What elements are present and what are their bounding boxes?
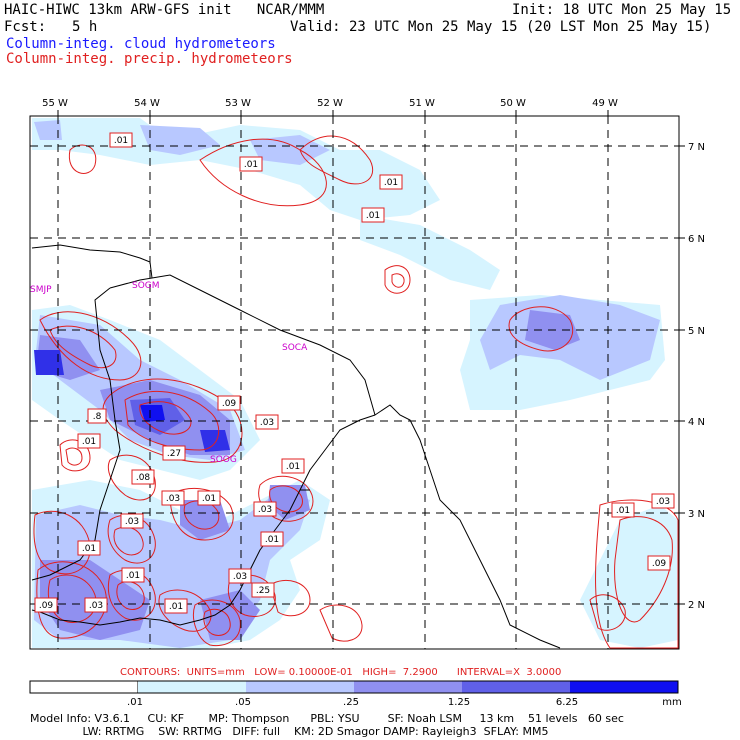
lon-label: 52 W — [317, 98, 343, 109]
lat-label: 3 N — [688, 509, 705, 520]
colorbar-tick: 1.25 — [448, 697, 470, 708]
lat-label: 7 N — [688, 142, 705, 153]
contour-info: CONTOURS: UNITS=mm LOW= 0.10000E-01 HIGH… — [120, 667, 562, 678]
contour-labels: .01 .01 .01 .01 .01 .09 .03 .8 .01 .27 .… — [34, 132, 675, 614]
fcst-value: 5 h — [72, 19, 98, 35]
lon-label: 54 W — [134, 98, 160, 109]
colorbar-segment — [29, 680, 139, 694]
lon-label: 55 W — [42, 98, 68, 109]
contour-label: .03 — [233, 572, 247, 582]
colorbar — [29, 680, 679, 694]
contour-label: .01 — [366, 211, 380, 221]
lat-label: 2 N — [688, 600, 705, 611]
contour-label: .01 — [286, 462, 300, 472]
colorbar-segment — [246, 681, 354, 693]
contour-label: .8 — [93, 412, 102, 422]
colorbar-tick: .25 — [343, 697, 359, 708]
field-cloud-label: Column-integ. cloud hydrometeors — [6, 36, 276, 52]
init-time: Init: 18 UTC Mon 25 May 15 — [512, 2, 732, 18]
contour-label: .09 — [39, 601, 54, 611]
axis-ticks — [57, 110, 685, 605]
field-precip-label: Column-integ. precip. hydrometeors — [6, 51, 293, 67]
station-label: SOCA — [282, 343, 308, 353]
contour-label: .01 — [114, 136, 128, 146]
lat-label: 5 N — [688, 326, 705, 337]
contour-label: .09 — [652, 559, 667, 569]
contour-label: .01 — [202, 494, 216, 504]
valid-time: Valid: 23 UTC Mon 25 May 15 (20 LST Mon … — [290, 19, 712, 35]
colorbar-segment — [570, 681, 678, 693]
fcst-label: Fcst: — [4, 19, 47, 35]
contour-label: .03 — [125, 517, 139, 527]
contour-label: .01 — [616, 506, 630, 516]
lon-label: 50 W — [500, 98, 526, 109]
lon-label: 51 W — [409, 98, 435, 109]
colorbar-segment — [354, 681, 462, 693]
lat-lon-grid — [30, 116, 679, 649]
contour-label: .01 — [169, 602, 183, 612]
contour-label: .25 — [256, 586, 270, 596]
contour-label: .03 — [89, 601, 103, 611]
lon-label: 53 W — [225, 98, 251, 109]
contour-label: .03 — [166, 494, 180, 504]
contour-label: .03 — [260, 418, 274, 428]
plot-title: HAIC-HIWC 13km ARW-GFS init NCAR/MMM — [4, 2, 325, 18]
contour-label: .03 — [258, 505, 272, 515]
contour-label: .01 — [126, 571, 140, 581]
colorbar-tick: 6.25 — [556, 697, 578, 708]
colorbar-tick: .01 — [127, 697, 143, 708]
contour-label: .01 — [82, 544, 96, 554]
colorbar-unit: mm — [662, 697, 681, 708]
contour-label: .01 — [265, 535, 279, 545]
lon-label: 49 W — [592, 98, 618, 109]
contour-label: .03 — [656, 497, 670, 507]
contour-label: .01 — [384, 178, 398, 188]
station-label: SOGM — [132, 281, 160, 291]
colorbar-segment — [462, 681, 570, 693]
station-label: SMJP — [30, 285, 52, 295]
lat-label: 6 N — [688, 234, 705, 245]
contour-label: .01 — [82, 437, 96, 447]
plot-frame — [29, 115, 680, 650]
contour-label: .01 — [244, 160, 258, 170]
contour-label: .27 — [167, 449, 181, 459]
contour-label: .08 — [136, 473, 151, 483]
model-info-line2: LW: RRTMG SW: RRTMG DIFF: full KM: 2D Sm… — [30, 725, 549, 738]
station-label: SOOG — [210, 455, 237, 465]
lat-label: 4 N — [688, 417, 705, 428]
model-info-line1: Model Info: V3.6.1 CU: KF MP: Thompson P… — [30, 712, 624, 725]
colorbar-segment — [138, 681, 246, 693]
colorbar-tick: .05 — [235, 697, 251, 708]
contour-label: .09 — [222, 399, 237, 409]
